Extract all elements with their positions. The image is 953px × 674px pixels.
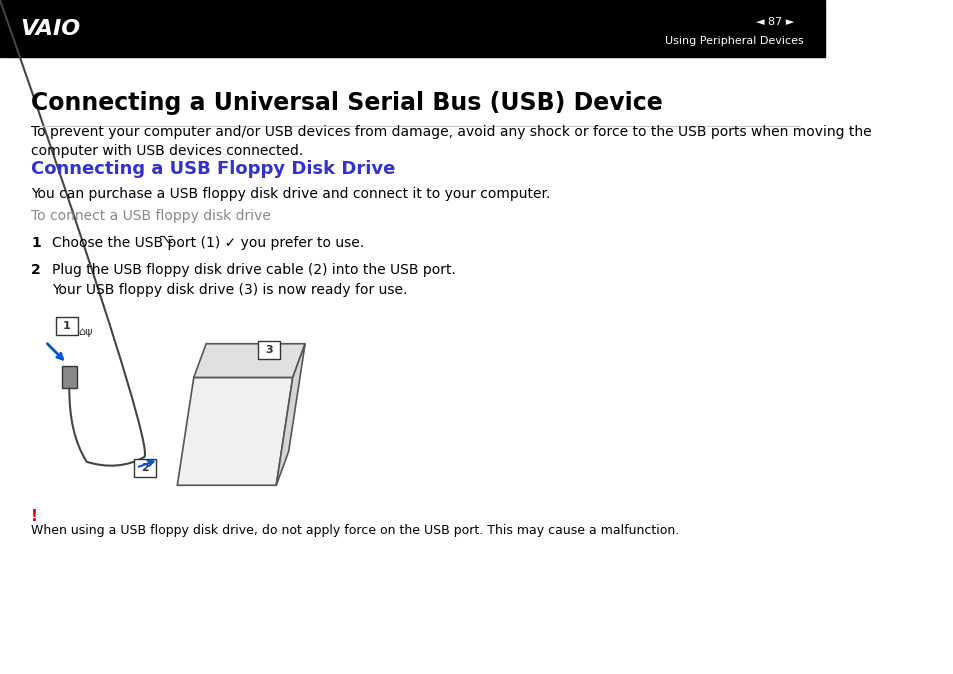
Text: 3: 3 <box>265 345 273 355</box>
Text: 2: 2 <box>141 463 149 472</box>
Bar <box>62 366 76 388</box>
Text: ⌥: ⌥ <box>159 233 173 245</box>
Text: You can purchase a USB floppy disk drive and connect it to your computer.: You can purchase a USB floppy disk drive… <box>31 187 550 202</box>
Text: Connecting a Universal Serial Bus (USB) Device: Connecting a Universal Serial Bus (USB) … <box>31 91 662 115</box>
Text: Plug the USB floppy disk drive cable (2) into the USB port.: Plug the USB floppy disk drive cable (2)… <box>51 263 456 277</box>
FancyBboxPatch shape <box>0 0 823 57</box>
Text: To connect a USB floppy disk drive: To connect a USB floppy disk drive <box>31 209 271 223</box>
Text: To prevent your computer and/or USB devices from damage, avoid any shock or forc: To prevent your computer and/or USB devi… <box>31 125 871 158</box>
Text: ⌂ψ: ⌂ψ <box>78 327 92 337</box>
FancyBboxPatch shape <box>258 341 279 359</box>
Text: Choose the USB port (1) ✓ you prefer to use.: Choose the USB port (1) ✓ you prefer to … <box>51 236 364 250</box>
Text: 1: 1 <box>31 236 41 250</box>
PathPatch shape <box>193 344 305 377</box>
PathPatch shape <box>177 377 293 485</box>
Text: Using Peripheral Devices: Using Peripheral Devices <box>664 36 803 47</box>
Text: !: ! <box>31 509 38 524</box>
Text: Your USB floppy disk drive (3) is now ready for use.: Your USB floppy disk drive (3) is now re… <box>51 283 407 297</box>
Text: 1: 1 <box>63 321 71 331</box>
Text: VAIO: VAIO <box>21 19 81 38</box>
FancyBboxPatch shape <box>134 459 155 477</box>
Text: ◄ 87 ►: ◄ 87 ► <box>755 17 794 27</box>
Text: Connecting a USB Floppy Disk Drive: Connecting a USB Floppy Disk Drive <box>31 160 395 179</box>
PathPatch shape <box>276 344 305 485</box>
Text: 2: 2 <box>31 263 41 277</box>
FancyBboxPatch shape <box>56 317 77 335</box>
Text: When using a USB floppy disk drive, do not apply force on the USB port. This may: When using a USB floppy disk drive, do n… <box>31 524 679 537</box>
